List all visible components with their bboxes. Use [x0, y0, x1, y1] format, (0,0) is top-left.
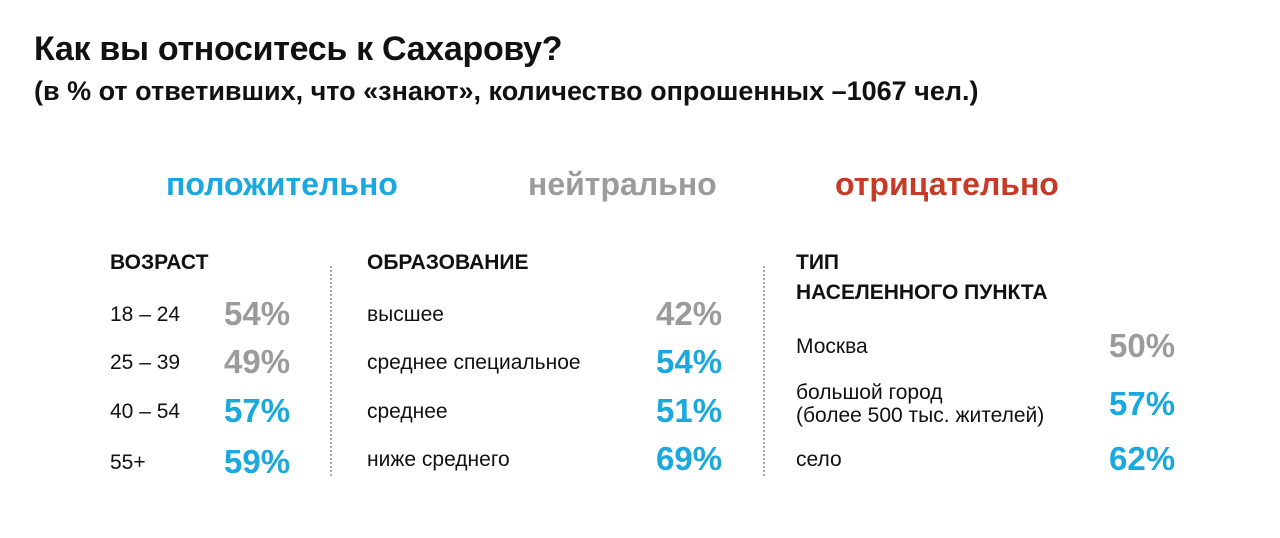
row-label: высшее — [367, 302, 444, 326]
chart-subtitle: (в % от ответивших, что «знают», количес… — [34, 76, 979, 106]
column-divider — [330, 266, 332, 476]
legend-negative: отрицательно — [835, 166, 1059, 202]
row-value: 57% — [1109, 385, 1176, 422]
group-title: ВОЗРАСТ — [110, 251, 209, 274]
row-value: 69% — [656, 440, 723, 477]
legend-positive: положительно — [166, 166, 398, 202]
row-label: 25 – 39 — [110, 350, 181, 374]
row-value: 49% — [224, 343, 291, 380]
chart-title: Как вы относитесь к Сахарову? — [34, 30, 563, 68]
legend-neutral: нейтрально — [528, 166, 717, 202]
group-title: ОБРАЗОВАНИЕ — [367, 251, 529, 274]
row-label: среднее специальное — [367, 350, 581, 374]
row-value: 51% — [656, 392, 723, 429]
row-value: 57% — [224, 392, 291, 429]
row-label: 55+ — [110, 450, 146, 474]
column-divider — [763, 266, 765, 476]
row-label: 40 – 54 — [110, 399, 181, 423]
row-label: село — [796, 447, 842, 471]
group-title: ТИП НАСЕЛЕННОГО ПУНКТА — [796, 251, 1048, 304]
row-value: 62% — [1109, 440, 1176, 477]
row-label: 18 – 24 — [110, 302, 181, 326]
row-label: большой город (более 500 тыс. жителей) — [796, 381, 1045, 427]
row-value: 54% — [224, 295, 291, 332]
row-value: 54% — [656, 343, 723, 380]
row-label: ниже среднего — [367, 447, 510, 471]
row-value: 59% — [224, 443, 291, 480]
row-label: среднее — [367, 399, 448, 423]
row-value: 42% — [656, 295, 723, 332]
row-label: Москва — [796, 334, 868, 358]
row-value: 50% — [1109, 327, 1176, 364]
